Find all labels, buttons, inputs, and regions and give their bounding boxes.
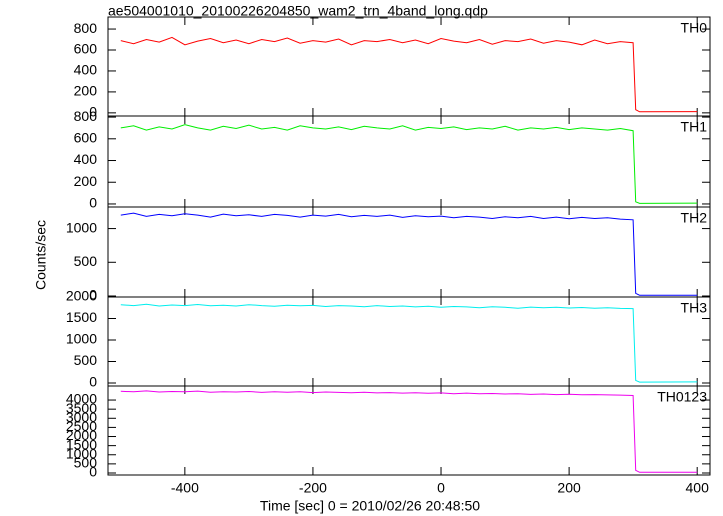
y-tick-label: 2500 [66,418,97,434]
panel-label: TH0123 [657,389,707,405]
y-tick-label: 2000 [66,288,97,304]
y-tick-label: 0 [89,195,97,211]
x-tick-label: -400 [171,480,199,496]
y-tick-label: 1000 [66,331,97,347]
y-tick-label: 200 [74,173,98,189]
panel-frame [107,206,711,298]
panel-label: TH2 [681,210,708,226]
panel-frame [107,115,711,208]
x-tick-label: 400 [686,480,710,496]
x-axis-label: Time [sec] 0 = 2010/02/26 20:48:50 [260,498,480,514]
data-line [120,212,698,296]
y-tick-label: 1000 [66,219,97,235]
chart-title: ae504001010_20100226204850_wam2_trn_4ban… [108,3,488,19]
y-tick-label: 600 [74,41,98,57]
panel-frame [107,16,711,117]
data-line [120,124,698,204]
y-tick-label: 1500 [66,436,97,452]
y-tick-label: 200 [74,83,98,99]
y-tick-label: 0 [89,104,97,120]
data-line [120,390,698,473]
x-tick-label: 200 [557,480,581,496]
y-tick-label: 0 [89,374,97,390]
y-tick-label: 800 [74,108,98,124]
y-tick-label: 1000 [66,445,97,461]
y-tick-label: 2000 [66,427,97,443]
y-tick-label: 500 [74,253,98,269]
y-tick-label: 500 [74,455,98,471]
y-tick-label: 600 [74,130,98,146]
y-tick-label: 0 [89,287,97,303]
y-tick-label: 0 [89,464,97,480]
y-tick-label: 800 [74,20,98,36]
x-tick-label: -200 [299,480,327,496]
panel-label: TH1 [681,119,708,135]
y-tick-label: 1500 [66,309,97,325]
y-tick-label: 400 [74,151,98,167]
panel-label: TH0 [681,20,708,36]
y-tick-label: 3000 [66,409,97,425]
panel-frame [107,385,711,476]
x-tick-label: 0 [437,480,445,496]
y-tick-label: 3500 [66,400,97,416]
panel-label: TH3 [681,300,708,316]
y-axis-label: Counts/sec [33,220,49,290]
data-line [120,36,698,113]
data-line [120,303,698,383]
panel-frame [107,296,711,387]
y-tick-label: 400 [74,62,98,78]
y-tick-label: 500 [74,352,98,368]
y-tick-label: 4000 [66,391,97,407]
